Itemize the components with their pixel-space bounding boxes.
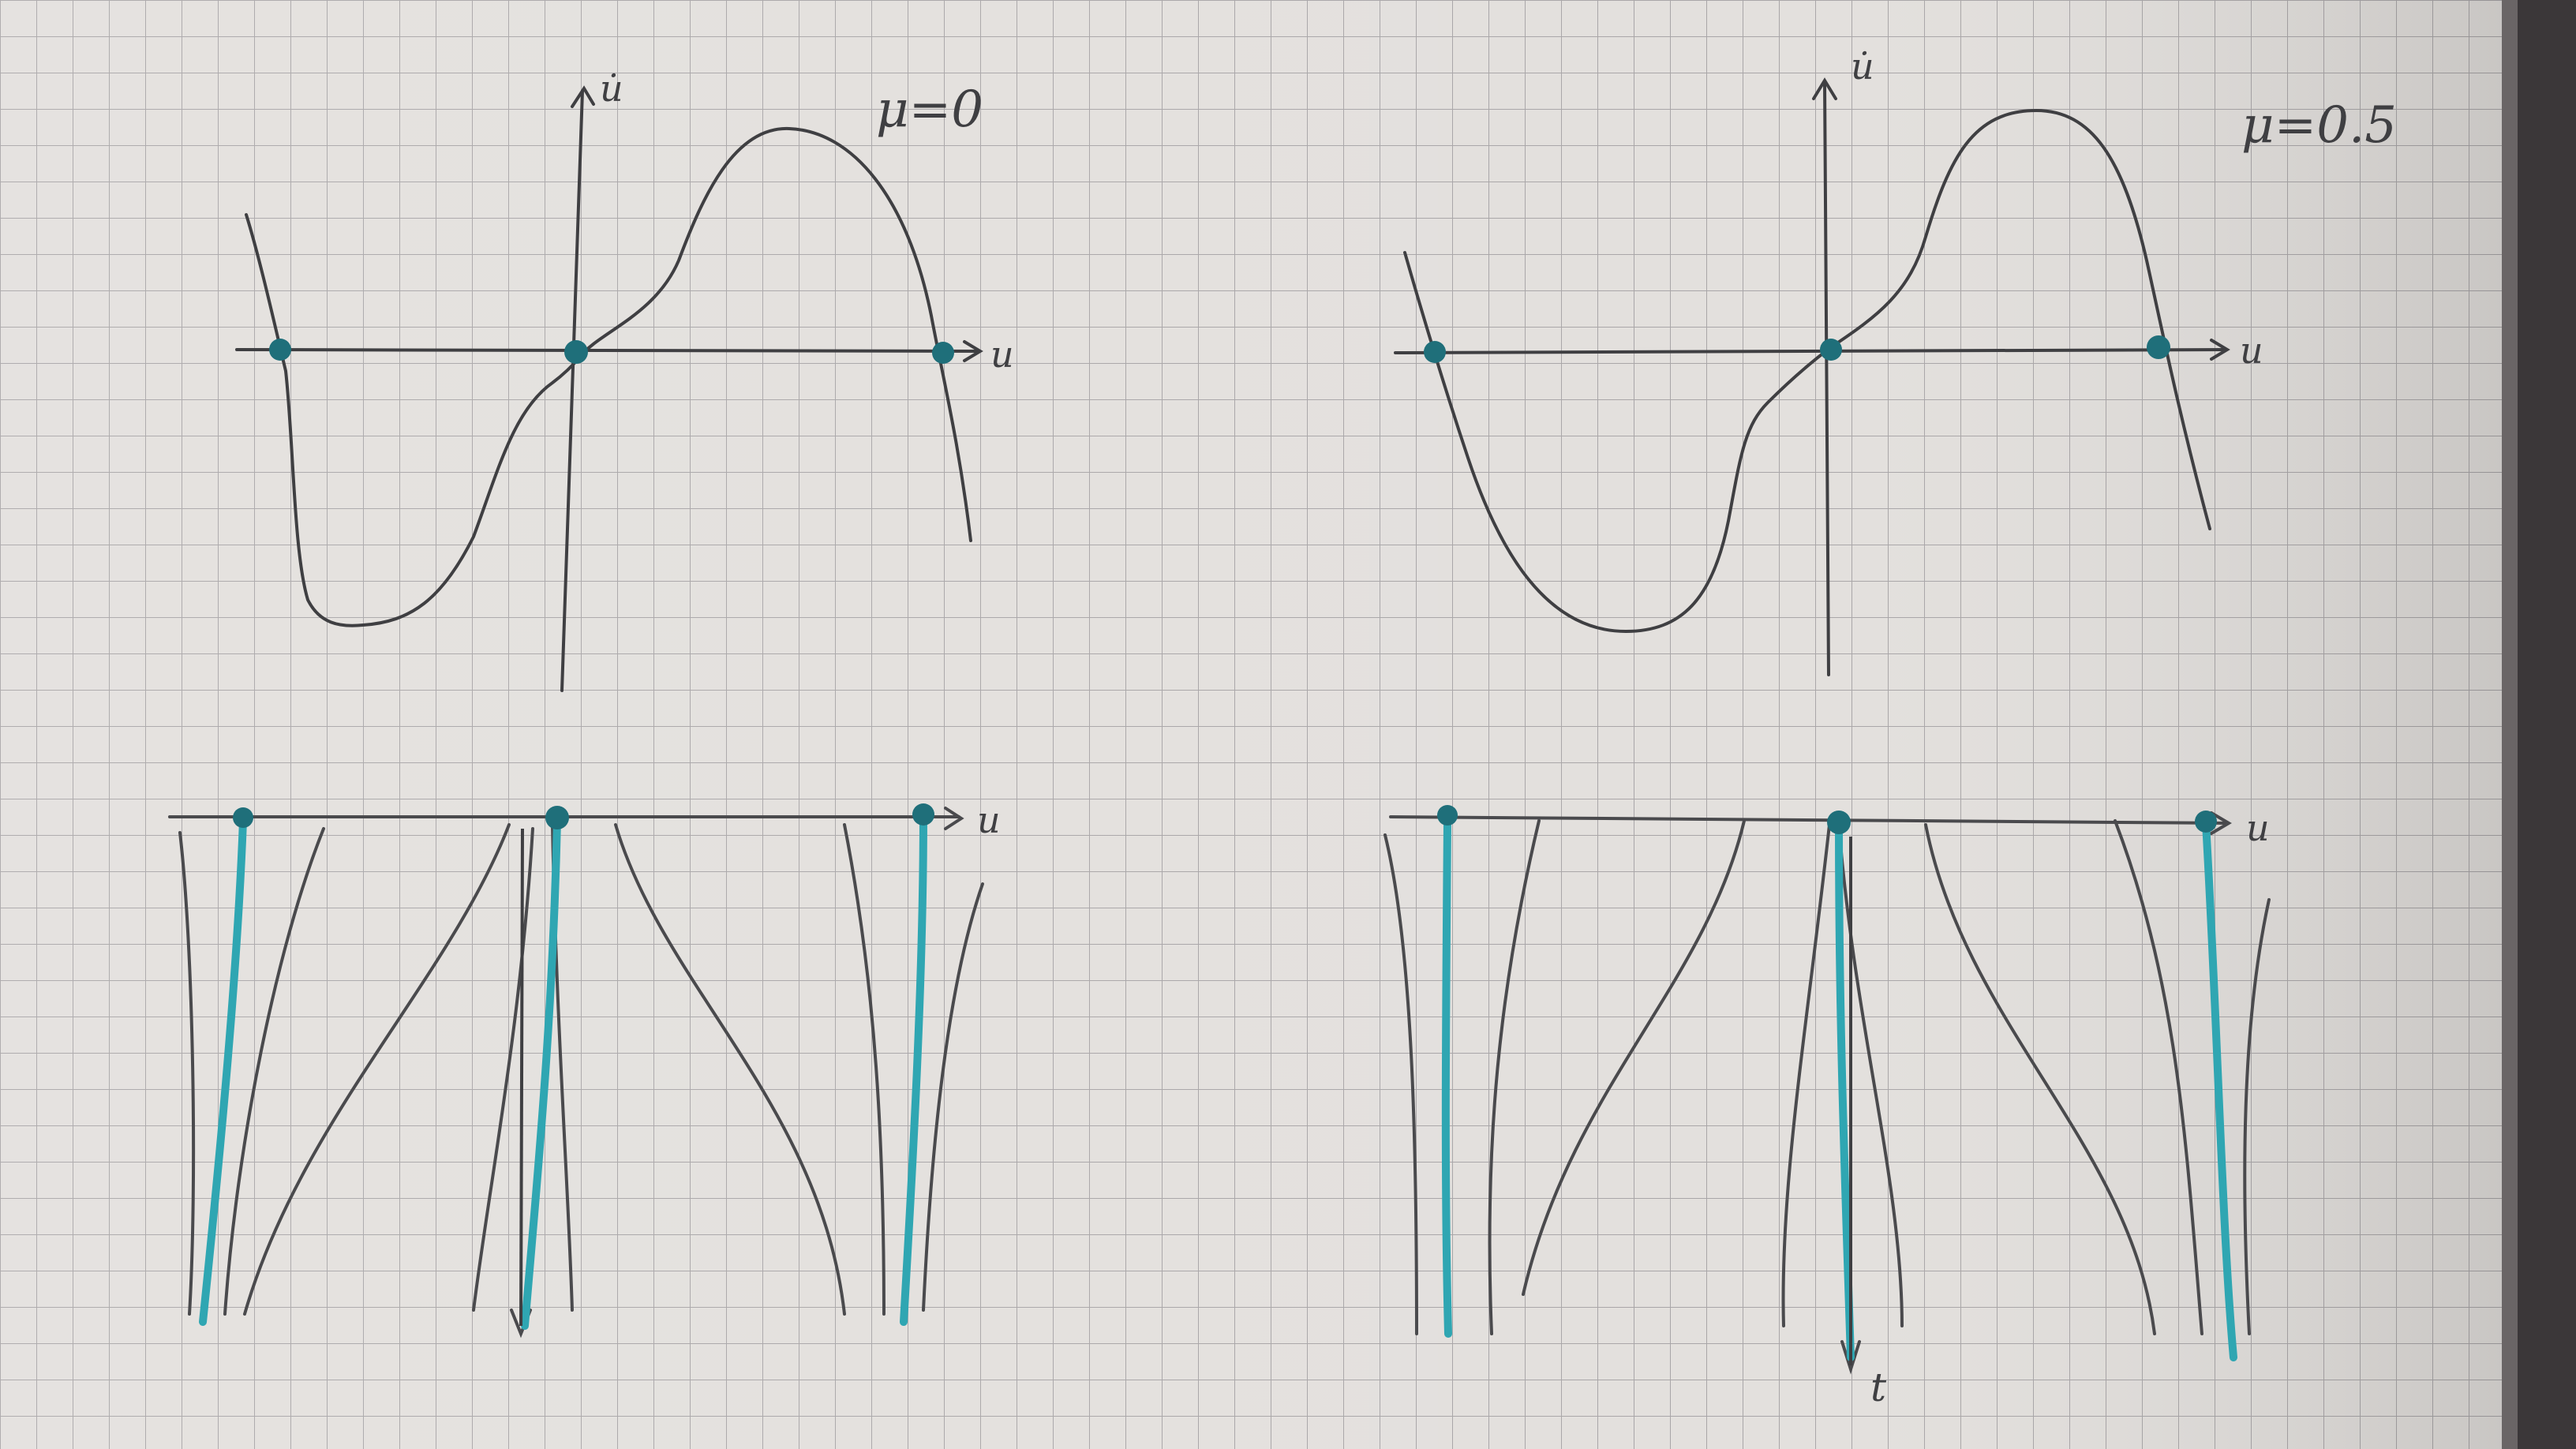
fixed-point-dot	[2195, 811, 2217, 833]
fixed-point-line	[1835, 821, 1855, 1361]
fixed-point-dot	[1820, 339, 1842, 361]
trajectory	[1781, 823, 1831, 1327]
trajectory	[922, 882, 984, 1312]
fixed-point-dot	[269, 339, 291, 361]
u-axis-arrow	[944, 807, 964, 830]
velocity-curve	[1403, 108, 2211, 634]
trajectory	[843, 823, 886, 1316]
velocity-curve	[245, 126, 972, 627]
left-phase-fixed-points	[269, 339, 954, 364]
trajectory	[614, 823, 846, 1316]
u-axis-label: u	[977, 799, 1001, 841]
fixed-point-dot	[545, 806, 569, 829]
trajectory	[1522, 819, 1746, 1296]
t-axis-label: t	[1870, 1365, 1887, 1410]
fixed-point-line	[1441, 818, 1452, 1338]
u-axis	[1394, 348, 2227, 354]
fixed-point-dot	[912, 803, 934, 826]
mu-label-right: μ=0.5	[2241, 96, 2397, 155]
u-axis	[235, 348, 980, 353]
trajectory	[2243, 898, 2271, 1335]
u-axis-label: u	[2240, 329, 2263, 372]
mu-label-left: μ=0	[876, 80, 983, 139]
trajectory	[223, 827, 325, 1316]
trajectory	[1924, 823, 2156, 1335]
left-phase-plot	[235, 85, 983, 692]
udot-axis	[1823, 81, 1830, 676]
fixed-point-line	[900, 811, 927, 1326]
u-axis-label: u	[2246, 807, 2270, 849]
u-axis-arrow	[2210, 811, 2232, 835]
fixed-point-dot	[932, 342, 954, 364]
udot-axis-arrow	[571, 85, 595, 108]
trajectory	[178, 831, 196, 1316]
left-fixed-point-lines	[199, 811, 927, 1330]
fixed-point-dot	[1424, 341, 1446, 363]
left-bottom-dots	[233, 803, 934, 829]
u-axis-arrow	[963, 340, 983, 362]
u-axis	[1389, 815, 2229, 825]
trajectory	[1837, 823, 1904, 1327]
fixed-point-dot	[233, 807, 253, 828]
t-axis-arrow	[1840, 1340, 1861, 1375]
udot-axis-arrow	[1812, 77, 1837, 100]
fixed-point-dot	[1827, 811, 1851, 834]
u-axis-arrow	[2210, 339, 2230, 361]
right-bottom-dots	[1437, 805, 2217, 834]
trajectory	[1383, 833, 1418, 1335]
udot-axis-label: u̇	[1851, 45, 1874, 88]
trajectory	[472, 827, 534, 1312]
right-phase-fixed-points	[1424, 335, 2170, 363]
trajectory	[243, 823, 511, 1316]
fixed-point-dot	[2147, 335, 2170, 359]
trajectory	[1488, 819, 1541, 1335]
right-phase-plot	[1394, 77, 2230, 676]
fixed-point-dot	[1437, 805, 1458, 826]
fixed-point-dot	[564, 340, 588, 364]
fixed-point-line	[2202, 819, 2237, 1361]
u-axis-label: u	[990, 333, 1014, 376]
fixed-point-line	[199, 817, 247, 1326]
fixed-point-line	[521, 817, 561, 1330]
right-fixed-point-lines	[1441, 818, 2237, 1361]
right-trajectory-plot	[1383, 811, 2271, 1375]
udot-axis-label: u̇	[600, 67, 623, 110]
trajectory	[2114, 819, 2203, 1335]
udot-axis	[560, 89, 584, 692]
